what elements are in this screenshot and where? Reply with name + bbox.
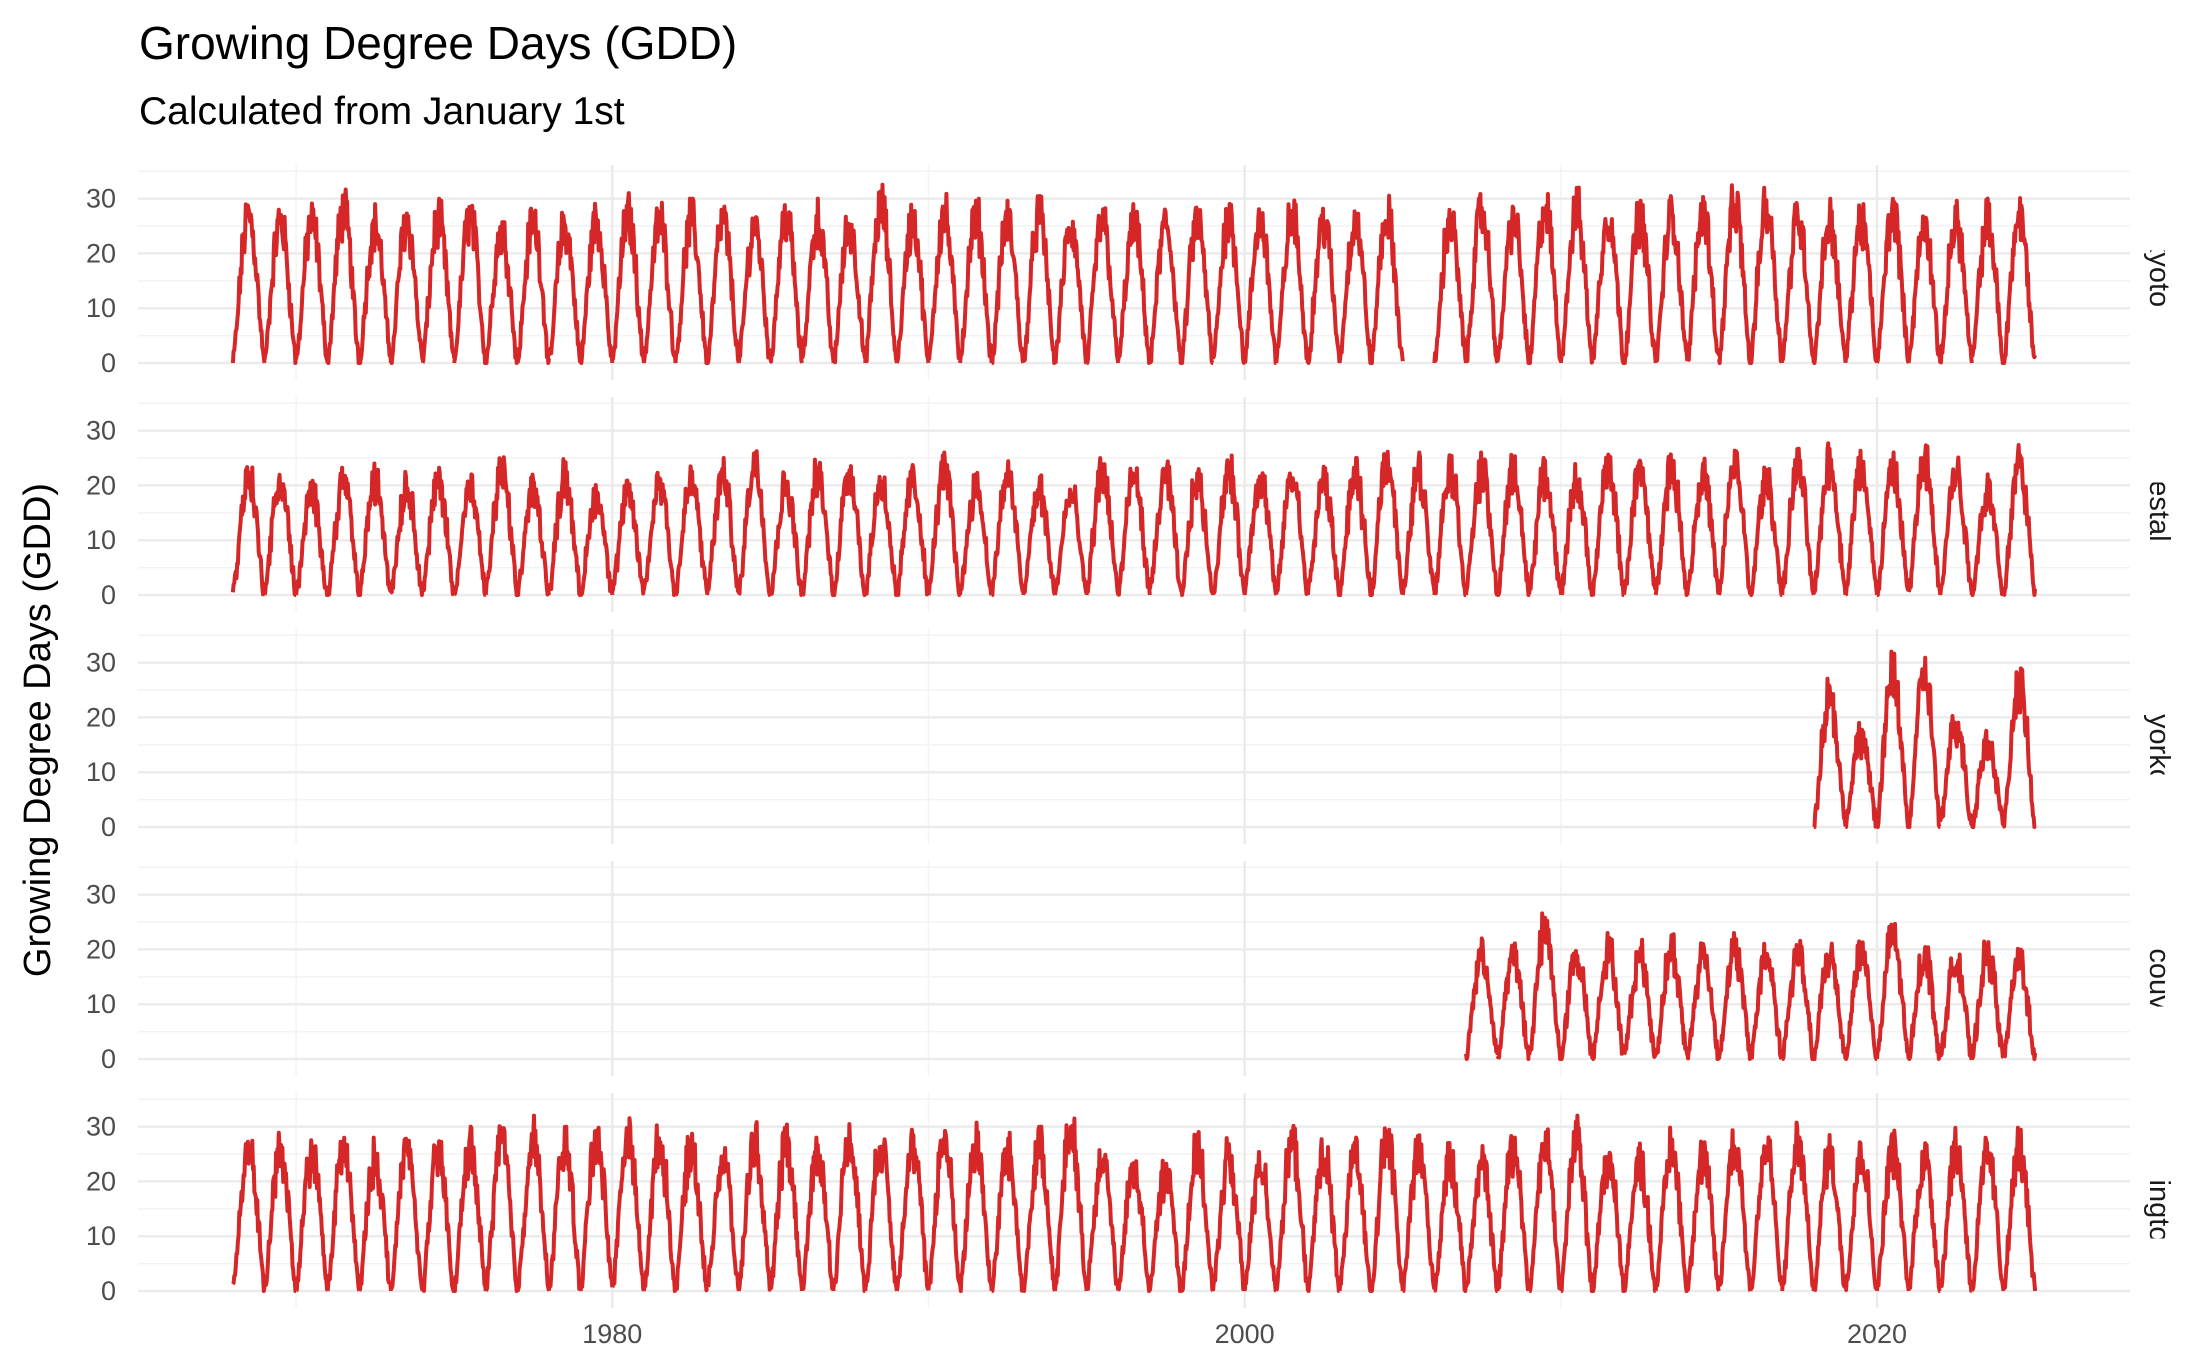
strip-label-kyoto: kyoto [2143,238,2175,307]
y-tick-label: 30 [86,184,116,214]
series-line-liestal [230,441,2038,597]
y-tick-label: 10 [86,989,116,1019]
y-tick-label: 0 [101,1044,116,1074]
y-tick-label: 20 [86,238,116,268]
strip-label-liestal: liestal [2143,467,2175,541]
series-line-vancouver [1464,911,2038,1061]
series-line-kyoto [230,182,2037,365]
facet-newyorkcity: 0 10 20 30 newyorkcity [86,629,2175,844]
y-tick-label: 10 [86,293,116,323]
series-line-washingtondc [231,1113,2038,1293]
y-tick-label: 20 [86,1166,116,1196]
x-tick-label: 2000 [1215,1319,1275,1349]
chart-subtitle: Calculated from January 1st [139,90,625,133]
y-axis-title: Growing Degree Days (GDD) [17,483,59,977]
y-tick-label: 30 [86,880,116,910]
y-tick-label: 0 [101,812,116,842]
y-tick-label: 20 [86,470,116,500]
y-tick-label: 30 [86,648,116,678]
x-tick-label: 1980 [582,1319,642,1349]
chart-title: Growing Degree Days (GDD) [139,17,738,69]
strip-label-washingtondc: washingtondc [2143,1111,2175,1289]
facet-washingtondc: 0 10 20 30 washingtondc [86,1093,2175,1308]
y-tick-label: 20 [86,934,116,964]
y-tick-label: 30 [86,1112,116,1142]
series-line-newyorkcity [1812,649,2037,829]
facet-vancouver: 0 10 20 30 vancouver [86,861,2175,1076]
x-tick-label: 2020 [1847,1319,1907,1349]
facet-kyoto: 0 10 20 30 kyoto [86,165,2175,380]
y-tick-label: 0 [101,348,116,378]
y-tick-label: 20 [86,702,116,732]
y-tick-label: 0 [101,580,116,610]
y-tick-label: 0 [101,1276,116,1306]
y-tick-label: 10 [86,525,116,555]
y-tick-label: 10 [86,757,116,787]
facet-liestal: 0 10 20 30 liestal [86,397,2175,612]
strip-label-newyorkcity: newyorkcity [2143,661,2175,813]
y-tick-label: 30 [86,416,116,446]
y-tick-label: 10 [86,1221,116,1251]
strip-label-vancouver: vancouver [2143,902,2175,1036]
